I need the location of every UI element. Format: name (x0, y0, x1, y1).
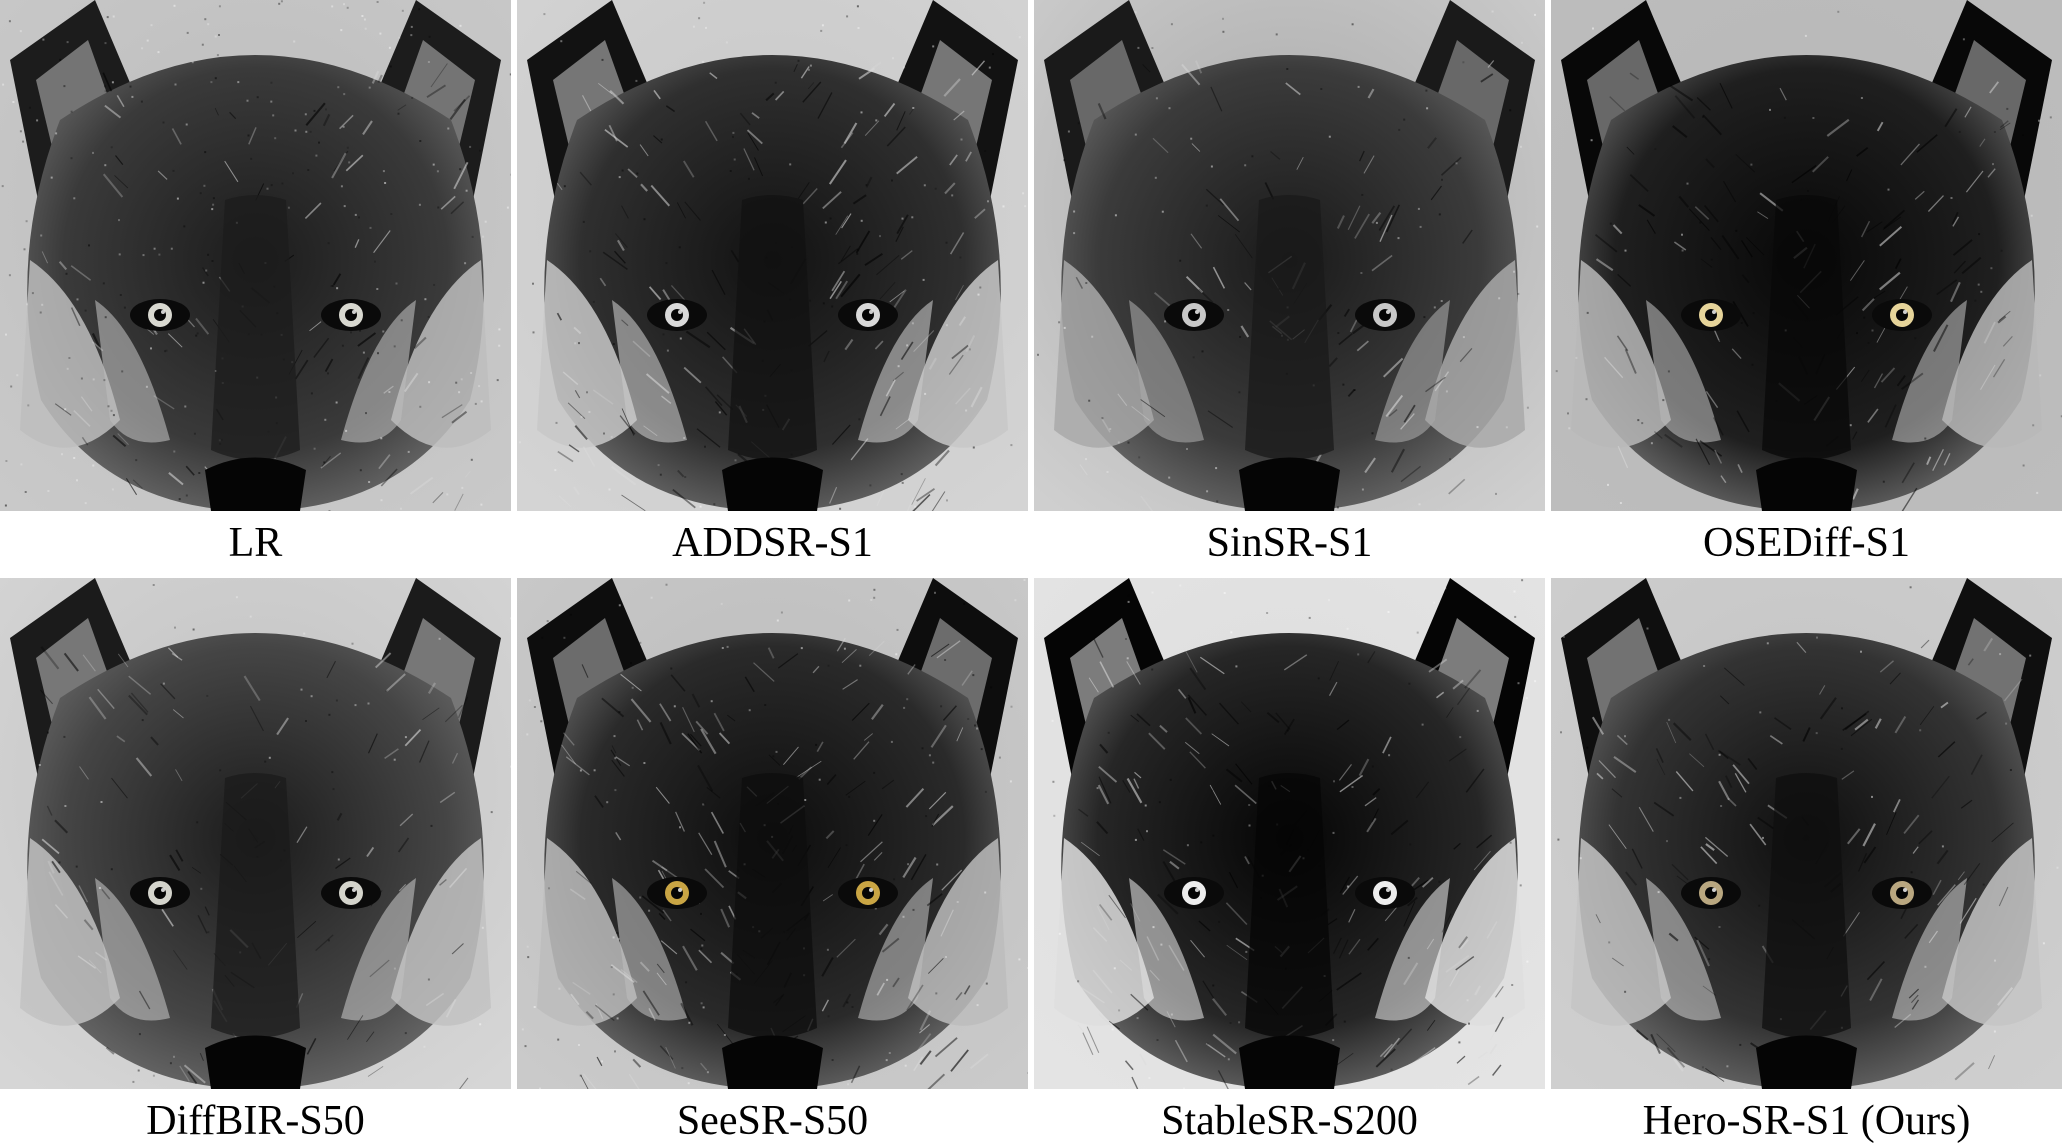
cell-addsr: ADDSR-S1 (517, 0, 1028, 567)
caption-stablesr: StableSR-S200 (1161, 1097, 1418, 1145)
nose (1239, 1036, 1340, 1090)
muzzle-ridge (728, 195, 817, 460)
caption-lr: LR (229, 519, 283, 567)
wolf-image-stablesr (1034, 578, 1545, 1089)
left-eye-glint (1195, 888, 1199, 892)
cell-seesr: SeeSR-S50 (517, 578, 1028, 1145)
muzzle-ridge (211, 773, 300, 1038)
right-eye-glint (352, 888, 356, 892)
muzzle-ridge (1245, 195, 1334, 460)
left-eye-glint (161, 888, 165, 892)
caption-seesr: SeeSR-S50 (677, 1097, 868, 1145)
cell-osediff: OSEDiff-S1 (1551, 0, 2062, 567)
cell-sinsr: SinSR-S1 (1034, 0, 1545, 567)
muzzle-ridge (1762, 773, 1851, 1038)
nose (205, 458, 306, 512)
wolf-image-diffbir (0, 578, 511, 1089)
right-eye-glint (869, 310, 873, 314)
caption-herosr: Hero-SR-S1 (Ours) (1643, 1097, 1971, 1145)
left-eye-glint (678, 888, 682, 892)
caption-sinsr: SinSR-S1 (1207, 519, 1373, 567)
muzzle-ridge (211, 195, 300, 460)
wolf-image-osediff (1551, 0, 2062, 511)
right-eye-glint (1903, 310, 1907, 314)
wolf-image-lr (0, 0, 511, 511)
nose (1239, 458, 1340, 512)
caption-diffbir: DiffBIR-S50 (146, 1097, 365, 1145)
left-eye-glint (1712, 888, 1716, 892)
right-eye-glint (1386, 888, 1390, 892)
caption-addsr: ADDSR-S1 (672, 519, 873, 567)
nose (722, 458, 823, 512)
right-eye-glint (1903, 888, 1907, 892)
cell-lr: LR (0, 0, 511, 567)
nose (722, 1036, 823, 1090)
wolf-image-seesr (517, 578, 1028, 1089)
left-eye-glint (161, 310, 165, 314)
nose (1756, 458, 1857, 512)
muzzle-ridge (1762, 195, 1851, 460)
cell-stablesr: StableSR-S200 (1034, 578, 1545, 1145)
right-eye-glint (352, 310, 356, 314)
muzzle-ridge (728, 773, 817, 1038)
cell-herosr: Hero-SR-S1 (Ours) (1551, 578, 2062, 1145)
right-eye-glint (1386, 310, 1390, 314)
right-eye-glint (869, 888, 873, 892)
caption-osediff: OSEDiff-S1 (1703, 519, 1910, 567)
row-bottom: DiffBIR-S50 SeeSR-S50 StableSR-S200 Hero… (0, 578, 2063, 1145)
wolf-image-herosr (1551, 578, 2062, 1089)
row-top: LR ADDSR-S1 SinSR-S1 OSEDiff-S1 (0, 0, 2063, 567)
left-eye-glint (678, 310, 682, 314)
cell-diffbir: DiffBIR-S50 (0, 578, 511, 1145)
wolf-image-sinsr (1034, 0, 1545, 511)
left-eye-glint (1712, 310, 1716, 314)
muzzle-ridge (1245, 773, 1334, 1038)
nose (1756, 1036, 1857, 1090)
nose (205, 1036, 306, 1090)
left-eye-glint (1195, 310, 1199, 314)
wolf-image-addsr (517, 0, 1028, 511)
